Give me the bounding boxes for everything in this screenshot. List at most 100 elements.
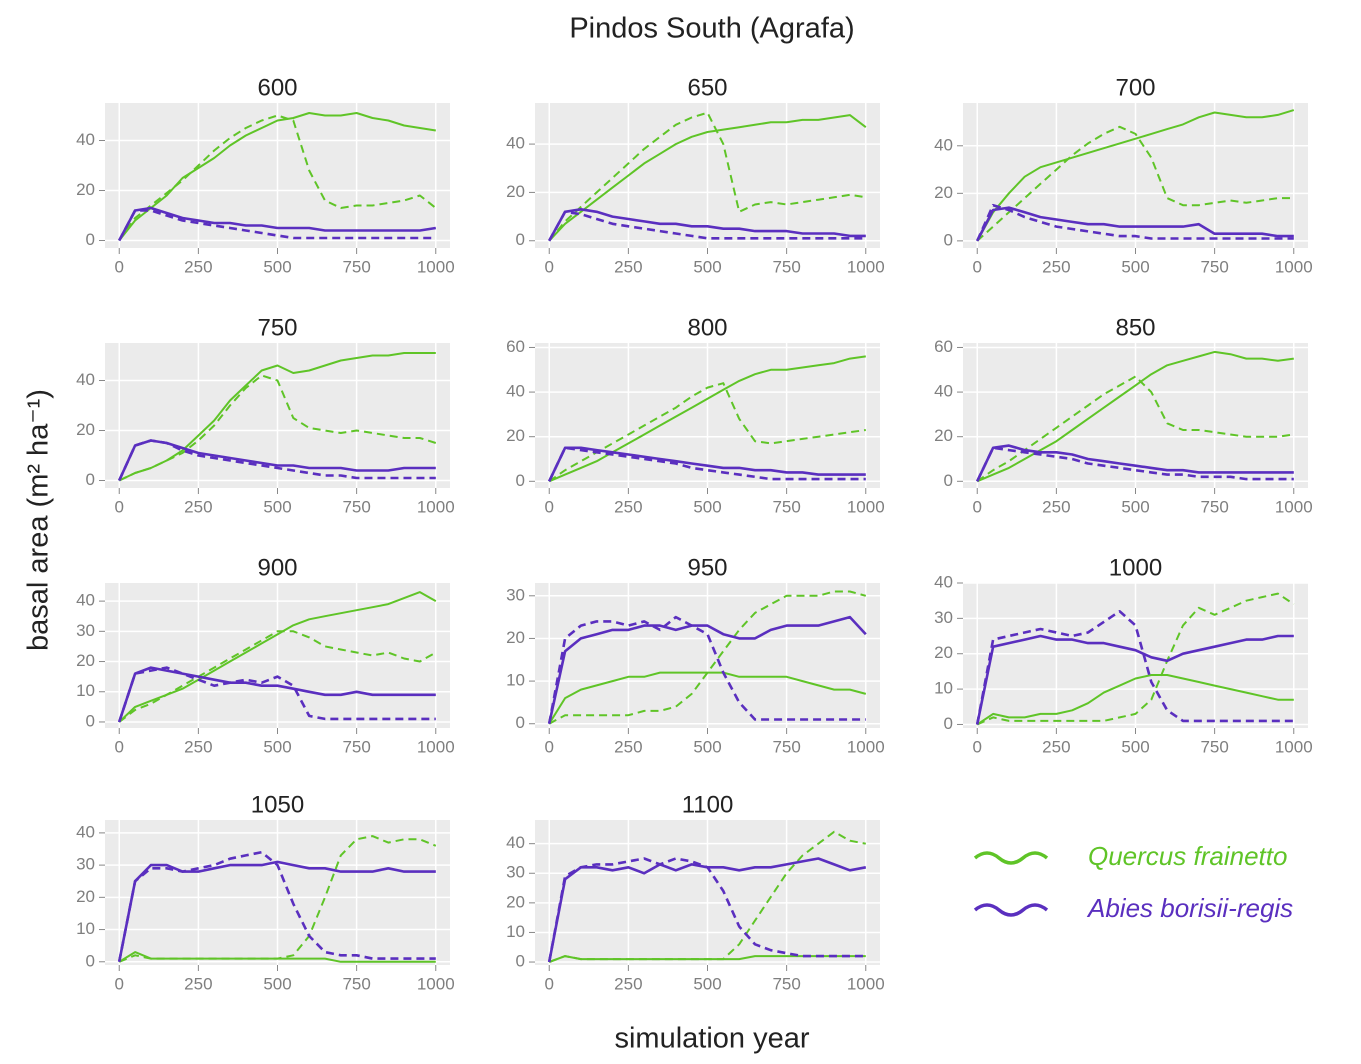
panel: 750 0 20 40 0 250 500 750 1000 <box>76 314 455 516</box>
series-line <box>118 591 437 723</box>
y-tick-label: 0 <box>86 711 95 730</box>
series-line <box>976 674 1294 726</box>
x-tick-label: 750 <box>772 497 800 516</box>
y-tick-label: 30 <box>506 585 525 604</box>
x-tick-label: 0 <box>115 257 124 276</box>
x-tick-label: 250 <box>1042 737 1070 756</box>
x-tick-label: 250 <box>614 974 642 993</box>
series-line <box>548 446 866 482</box>
series-line <box>117 666 436 723</box>
series-line <box>118 439 436 482</box>
x-tick-label: 0 <box>973 257 982 276</box>
x-tick-label: 500 <box>693 737 721 756</box>
x-tick-label: 0 <box>973 737 982 756</box>
y-tick-label: 40 <box>76 591 95 610</box>
y-tick-label: 0 <box>516 952 525 971</box>
series-line <box>976 206 1294 242</box>
series-line <box>975 610 1294 725</box>
x-tick-label: 250 <box>614 737 642 756</box>
y-tick-label: 0 <box>944 471 953 490</box>
series-line <box>548 446 866 482</box>
x-tick-label: 0 <box>115 737 124 756</box>
x-tick-label: 750 <box>342 257 370 276</box>
series-line <box>548 208 866 242</box>
x-tick-label: 750 <box>1200 737 1228 756</box>
x-tick-label: 750 <box>1200 497 1228 516</box>
series-line <box>118 114 437 242</box>
legend-label: Abies borisii-regis <box>1086 893 1293 923</box>
x-tick-label: 250 <box>1042 497 1070 516</box>
x-tick-label: 1000 <box>417 974 455 993</box>
y-tick-label: 0 <box>86 470 95 489</box>
y-tick-label: 20 <box>506 182 525 201</box>
x-tick-label: 750 <box>342 974 370 993</box>
x-tick-label: 0 <box>545 497 554 516</box>
series-line <box>548 355 866 483</box>
legend-key <box>973 851 1049 865</box>
panel: 700 0 20 40 0 250 500 750 1000 <box>934 74 1313 276</box>
y-tick-label: 0 <box>86 230 95 249</box>
y-axis-label: basal area (m² ha⁻¹) <box>23 389 55 651</box>
y-tick-label: 0 <box>86 951 95 970</box>
series-line <box>976 444 1294 482</box>
panel-title: 650 <box>687 74 727 101</box>
y-tick-label: 20 <box>934 643 953 662</box>
x-tick-label: 750 <box>342 497 370 516</box>
x-tick-label: 500 <box>693 257 721 276</box>
x-tick-label: 0 <box>115 497 124 516</box>
panel: 600 0 20 40 0 250 500 750 1000 <box>76 74 455 276</box>
series-line <box>975 634 1294 725</box>
series-line <box>548 114 867 242</box>
x-tick-label: 1000 <box>847 257 885 276</box>
panel-title: 700 <box>1115 74 1155 101</box>
panel: 1100 0 10 20 30 40 0 250 500 750 1000 <box>506 791 885 993</box>
x-tick-label: 500 <box>1121 257 1149 276</box>
series-line <box>548 590 867 725</box>
y-tick-label: 20 <box>506 892 525 911</box>
y-tick-label: 30 <box>76 855 95 874</box>
series-line <box>976 109 1295 242</box>
y-tick-label: 40 <box>76 822 95 841</box>
y-tick-label: 20 <box>934 426 953 445</box>
y-tick-label: 40 <box>934 382 953 401</box>
series-line <box>547 615 867 724</box>
y-tick-label: 40 <box>76 130 95 149</box>
series-line <box>976 592 1295 726</box>
series-line <box>976 350 1294 483</box>
x-tick-label: 250 <box>614 497 642 516</box>
panel: 800 0 20 40 60 0 250 500 750 1000 <box>506 314 885 516</box>
y-tick-label: 10 <box>934 679 953 698</box>
x-tick-label: 0 <box>545 974 554 993</box>
x-tick-label: 1000 <box>417 737 455 756</box>
series-line <box>118 206 437 242</box>
x-tick-label: 500 <box>693 974 721 993</box>
x-tick-label: 500 <box>1121 737 1149 756</box>
series-line <box>548 830 866 963</box>
x-tick-label: 0 <box>973 497 982 516</box>
x-tick-label: 500 <box>263 737 291 756</box>
x-tick-label: 250 <box>184 257 212 276</box>
y-tick-label: 60 <box>934 337 953 356</box>
panel-title: 950 <box>687 554 727 581</box>
series-line <box>118 374 437 482</box>
x-tick-label: 0 <box>545 737 554 756</box>
y-tick-label: 10 <box>76 681 95 700</box>
x-tick-label: 1000 <box>417 497 455 516</box>
y-tick-label: 40 <box>506 134 525 153</box>
series-line <box>118 835 437 963</box>
y-tick-label: 60 <box>506 337 525 356</box>
y-tick-label: 0 <box>516 230 525 249</box>
y-tick-label: 0 <box>944 230 953 249</box>
series-line <box>118 439 436 482</box>
y-tick-label: 0 <box>516 471 525 490</box>
y-tick-label: 40 <box>76 370 95 389</box>
series-line <box>976 125 1294 242</box>
series-line <box>118 209 436 242</box>
panel-title: 1000 <box>1109 554 1162 581</box>
x-tick-label: 1000 <box>1275 257 1313 276</box>
series-line <box>976 203 1294 242</box>
x-tick-label: 1000 <box>847 497 885 516</box>
x-tick-label: 0 <box>115 974 124 993</box>
y-tick-label: 30 <box>934 608 953 627</box>
x-tick-label: 1000 <box>1275 737 1313 756</box>
